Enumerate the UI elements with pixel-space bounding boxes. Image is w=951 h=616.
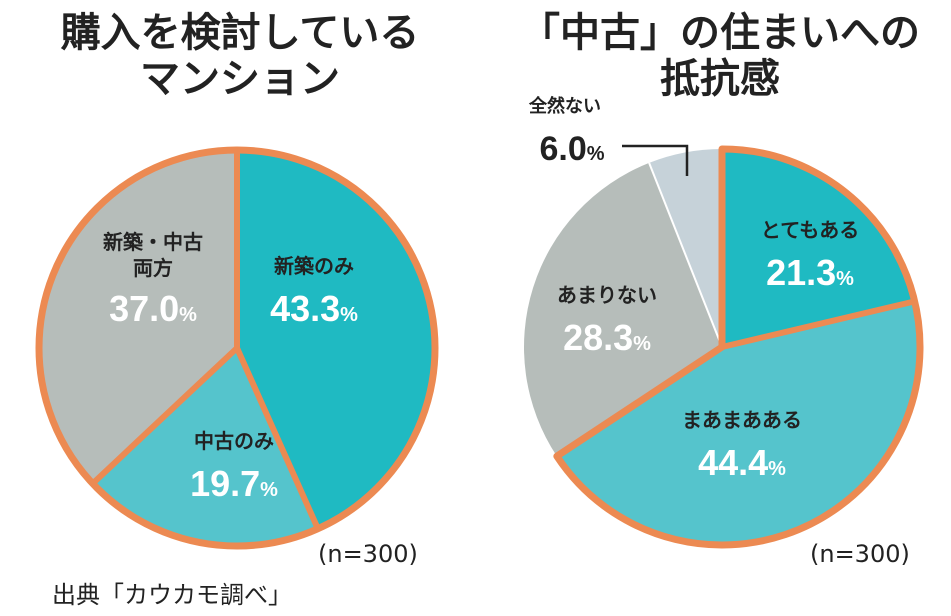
- pie-slice: [649, 149, 722, 347]
- pie-slice: [237, 150, 435, 529]
- slice-category-label: まあまあある: [682, 408, 802, 432]
- chart-title-right: 「中古」の住まいへの 抵抗感: [520, 10, 920, 102]
- leader-line: [622, 144, 689, 176]
- slice-category-label: 全然ない: [528, 95, 601, 117]
- slice-category-label: 新築のみ: [274, 254, 354, 278]
- slice-separator: [648, 162, 723, 348]
- sample-size-left: (n=300): [318, 540, 418, 568]
- pie-slice: [92, 348, 318, 546]
- slice-value-label: 6.0%: [539, 130, 604, 168]
- slice-category-label: 新築・中古: [103, 230, 203, 254]
- pie-slice: [39, 150, 237, 484]
- chart-title-left: 購入を検討している マンション: [60, 10, 420, 102]
- slice-category-label: あまりない: [557, 283, 657, 307]
- highlight-outline: [553, 145, 924, 549]
- slice-category-label: 中古のみ: [194, 429, 274, 453]
- source-note: 出典「カウカモ調べ」: [52, 581, 292, 609]
- slice-category-label: 両方: [133, 256, 173, 280]
- sample-size-right: (n=300): [810, 540, 910, 568]
- pie-slice: [524, 162, 722, 457]
- highlight-edge: [721, 298, 916, 350]
- highlight-edge: [234, 346, 321, 530]
- pie-slice: [556, 301, 920, 545]
- highlight-edge: [90, 345, 240, 486]
- slice-category-label: とてもある: [761, 218, 859, 242]
- pie-slice: [722, 149, 915, 347]
